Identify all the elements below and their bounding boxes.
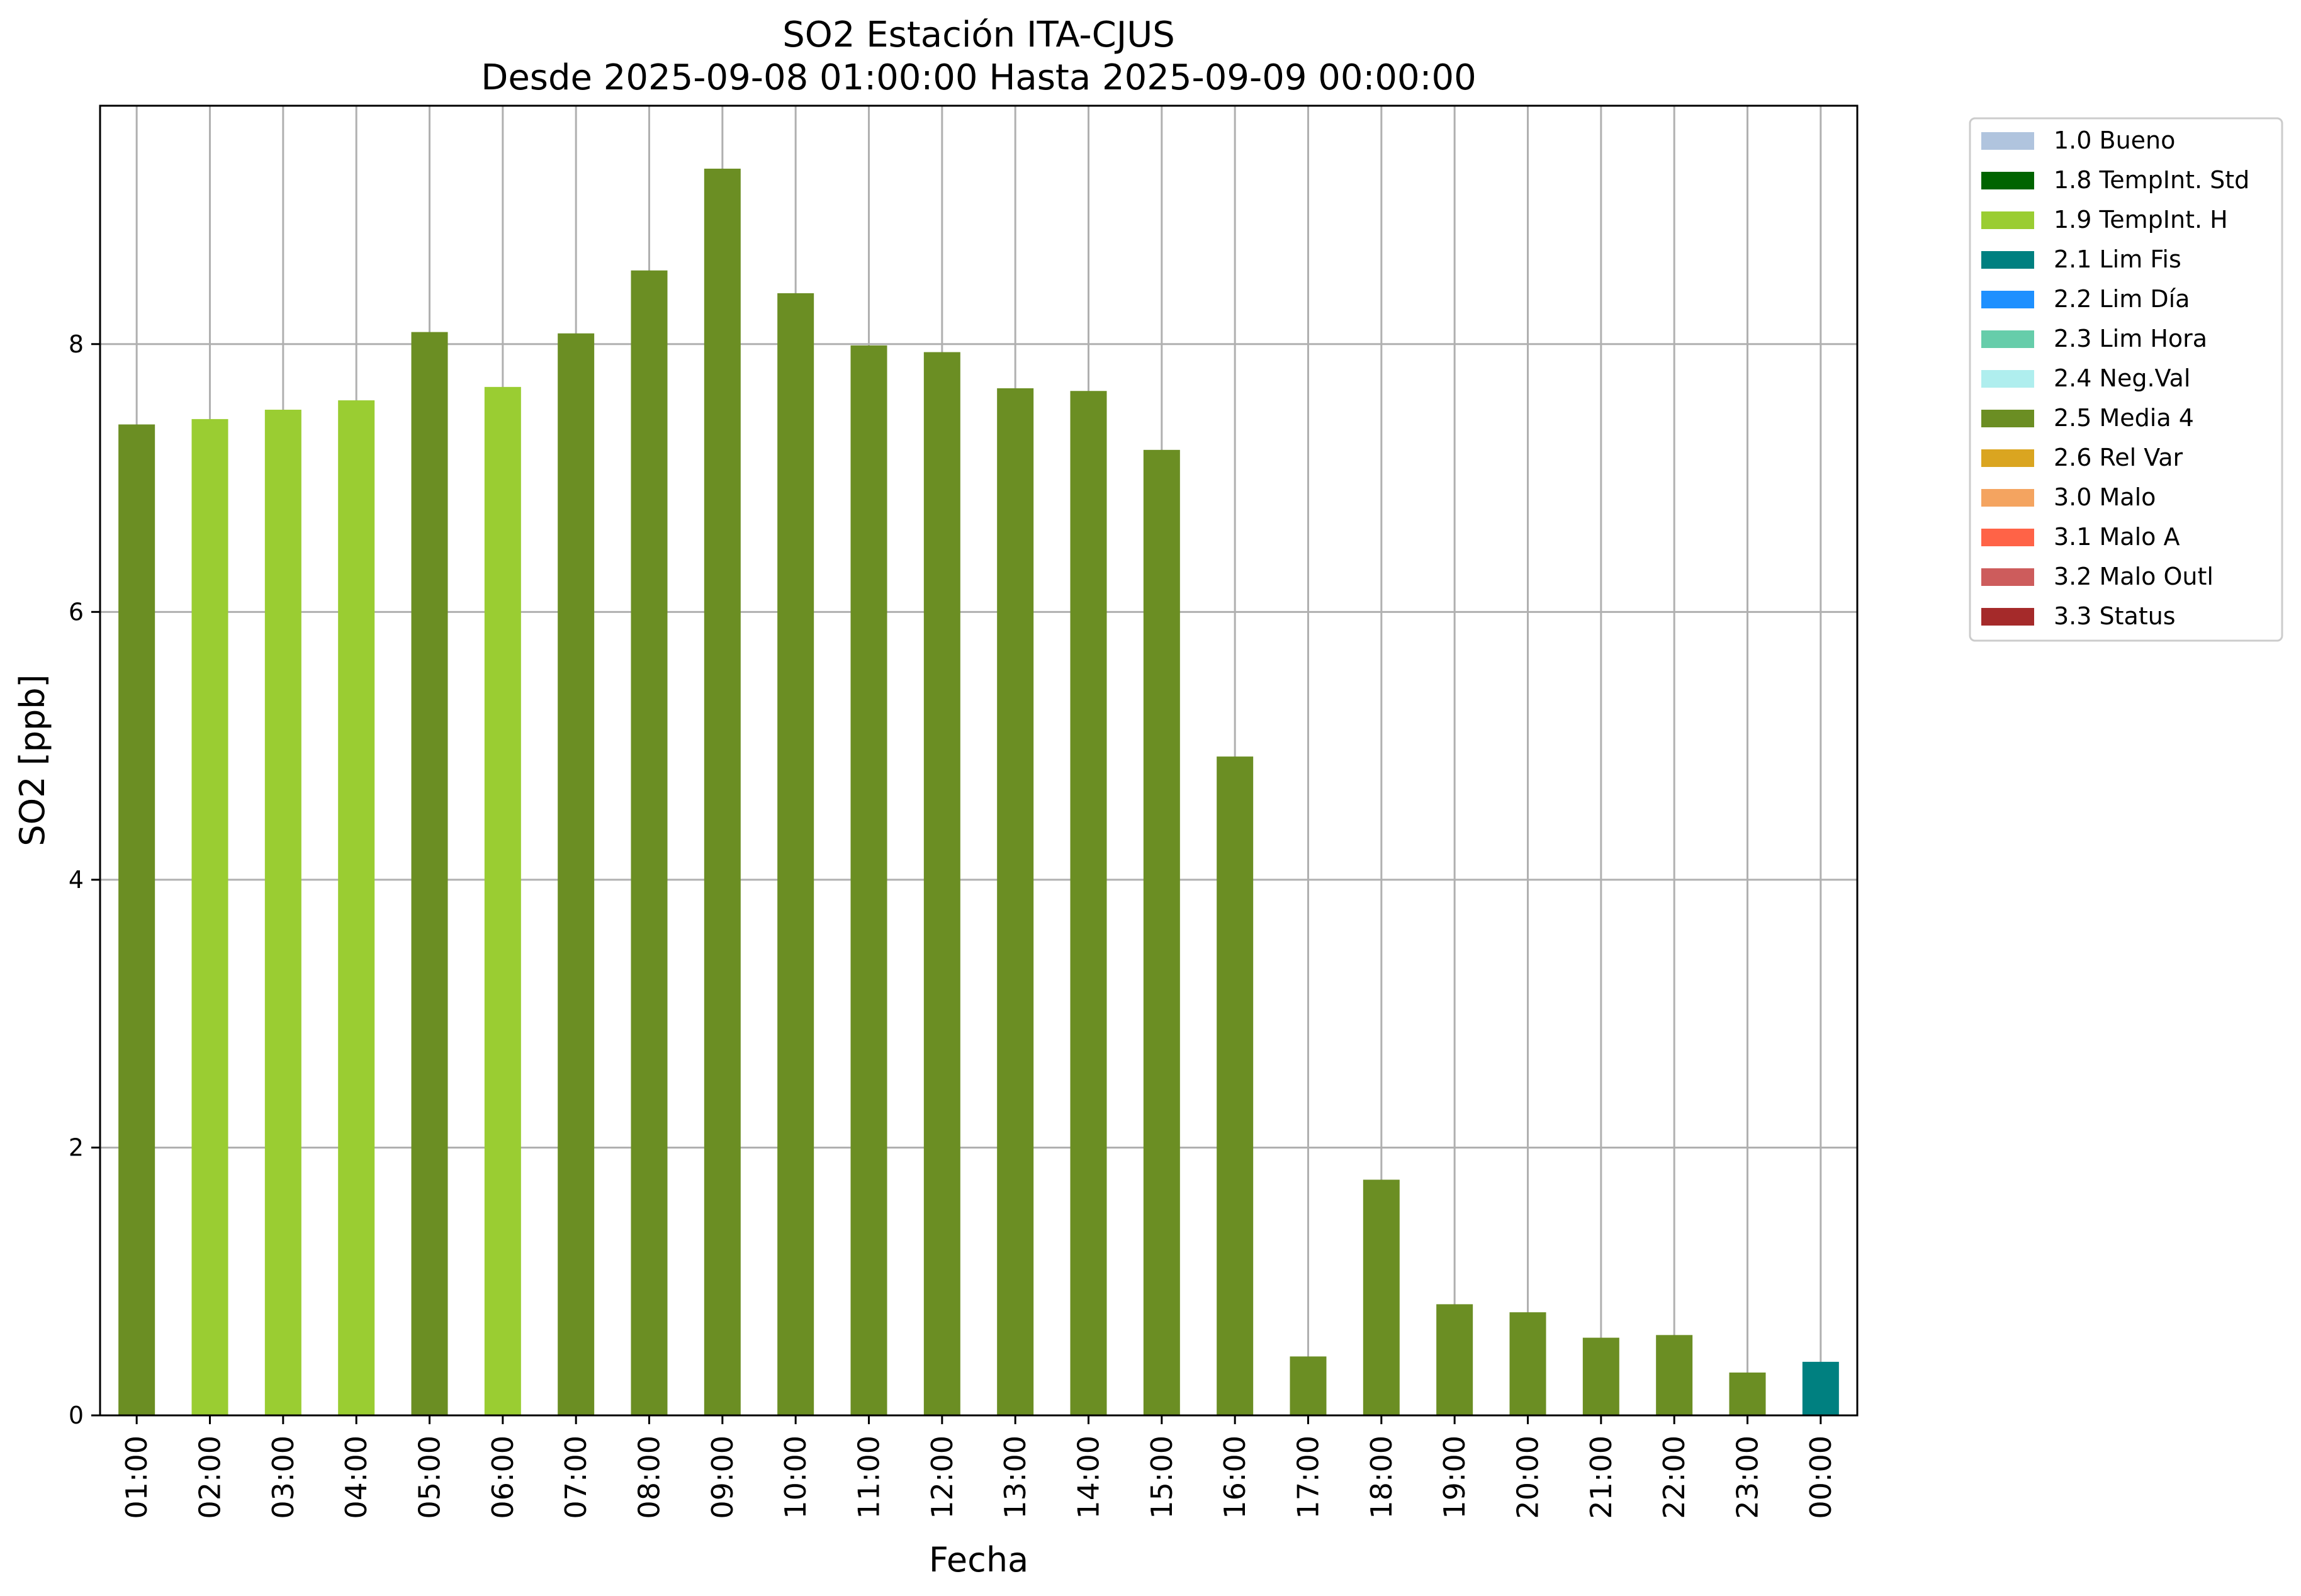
x-tick-label: 11:00 xyxy=(852,1436,886,1519)
bars xyxy=(118,169,1839,1416)
legend-entry-label: 2.5 Media 4 xyxy=(2054,404,2194,432)
bar-01:00 xyxy=(118,424,155,1416)
x-tick-label: 10:00 xyxy=(779,1436,813,1519)
bar-18:00 xyxy=(1363,1179,1400,1415)
bar-21:00 xyxy=(1582,1337,1619,1415)
legend-swatch xyxy=(1981,370,2034,388)
x-tick-label: 04:00 xyxy=(339,1436,373,1519)
legend-swatch xyxy=(1981,291,2034,308)
plot-frame xyxy=(99,104,1859,1417)
legend-swatch xyxy=(1981,489,2034,507)
bar-19:00 xyxy=(1436,1304,1473,1415)
x-tick-label: 02:00 xyxy=(193,1436,227,1519)
legend-entry-label: 2.3 Lim Hora xyxy=(2054,325,2207,352)
x-tick-label: 13:00 xyxy=(998,1436,1032,1519)
legend-swatch xyxy=(1981,172,2034,189)
x-tick-label: 23:00 xyxy=(1731,1436,1765,1519)
x-tick-label: 09:00 xyxy=(706,1436,740,1519)
legend-swatch xyxy=(1981,608,2034,626)
y-tick-label: 6 xyxy=(69,598,84,626)
x-tick-label: 14:00 xyxy=(1072,1436,1106,1519)
bar-11:00 xyxy=(850,345,887,1415)
bar-06:00 xyxy=(484,386,521,1415)
legend-entry-label: 3.2 Malo Outl xyxy=(2054,563,2214,590)
legend-entry-label: 2.4 Neg.Val xyxy=(2054,364,2190,392)
x-tick-label: 01:00 xyxy=(120,1436,154,1519)
legend-entry-label: 2.2 Lim Día xyxy=(2054,285,2190,313)
x-tick-label: 20:00 xyxy=(1511,1436,1545,1519)
legend-swatch xyxy=(1981,330,2034,348)
chart-title-line2: Desde 2025-09-08 01:00:00 Hasta 2025-09-… xyxy=(481,57,1477,98)
bar-13:00 xyxy=(997,388,1034,1416)
x-tick-label: 07:00 xyxy=(559,1436,593,1519)
bar-02:00 xyxy=(191,419,228,1415)
legend-entry-label: 1.0 Bueno xyxy=(2054,126,2175,154)
bar-05:00 xyxy=(411,332,448,1415)
bar-12:00 xyxy=(923,352,960,1416)
x-tick-label: 19:00 xyxy=(1437,1436,1471,1519)
x-axis-label: Fecha xyxy=(929,1540,1028,1580)
legend-frame xyxy=(1969,117,2283,642)
bar-22:00 xyxy=(1656,1335,1693,1415)
legend-entry-label: 3.1 Malo A xyxy=(2054,523,2180,551)
y-tick-label: 4 xyxy=(69,866,84,894)
bar-08:00 xyxy=(631,270,668,1416)
legend-entry-label: 1.9 TempInt. H xyxy=(2054,206,2228,233)
x-tick-label: 16:00 xyxy=(1218,1436,1252,1519)
x-tick-label: 21:00 xyxy=(1584,1436,1618,1519)
legend-swatch xyxy=(1981,211,2034,229)
bar-00:00 xyxy=(1802,1361,1839,1415)
legend-entry-label: 1.8 TempInt. Std xyxy=(2054,166,2249,194)
bar-17:00 xyxy=(1290,1356,1327,1415)
x-tick-label: 05:00 xyxy=(413,1436,447,1519)
legend-entry-label: 3.3 Status xyxy=(2054,602,2176,630)
bar-03:00 xyxy=(264,410,301,1415)
x-tick-label: 06:00 xyxy=(486,1436,520,1519)
y-tick-label: 0 xyxy=(69,1402,84,1429)
bar-15:00 xyxy=(1143,449,1180,1415)
x-tick-label: 17:00 xyxy=(1291,1436,1325,1519)
legend-entry-label: 2.6 Rel Var xyxy=(2054,444,2183,471)
y-axis-label: SO2 [ppb] xyxy=(13,674,52,846)
x-tick-label: 08:00 xyxy=(633,1436,667,1519)
y-tick-label: 8 xyxy=(69,330,84,358)
legend-swatch xyxy=(1981,132,2034,150)
axis-ticks: 0 2 4 6 8 01:00 02:00 03:00 04:00 05:00 06:00 07:00… xyxy=(69,330,1838,1519)
x-tick-label: 03:00 xyxy=(266,1436,300,1519)
bar-20:00 xyxy=(1509,1312,1546,1415)
chart-title-line1: SO2 Estación ITA-CJUS xyxy=(782,14,1175,55)
legend-entry-label: 3.0 Malo xyxy=(2054,483,2156,511)
x-tick-label: 00:00 xyxy=(1804,1436,1838,1519)
bar-09:00 xyxy=(704,169,741,1415)
legend: 1.0 Bueno 1.8 TempInt. Std 1.9 TempInt. H 2… xyxy=(1969,117,2283,642)
x-tick-label: 15:00 xyxy=(1145,1436,1179,1519)
bar-10:00 xyxy=(777,293,814,1415)
x-tick-label: 18:00 xyxy=(1364,1436,1398,1519)
bar-07:00 xyxy=(558,333,595,1415)
y-tick-label: 2 xyxy=(69,1133,84,1161)
bar-04:00 xyxy=(338,400,375,1415)
bar-14:00 xyxy=(1070,391,1107,1416)
bar-16:00 xyxy=(1217,756,1254,1415)
legend-swatch xyxy=(1981,410,2034,427)
x-tick-label: 22:00 xyxy=(1657,1436,1691,1519)
legend-entry-label: 2.1 Lim Fis xyxy=(2054,245,2181,273)
x-tick-label: 12:00 xyxy=(925,1436,959,1519)
legend-swatch xyxy=(1981,568,2034,586)
bar-23:00 xyxy=(1729,1372,1766,1415)
legend-swatch xyxy=(1981,529,2034,546)
legend-swatch xyxy=(1981,449,2034,467)
legend-swatch xyxy=(1981,251,2034,269)
